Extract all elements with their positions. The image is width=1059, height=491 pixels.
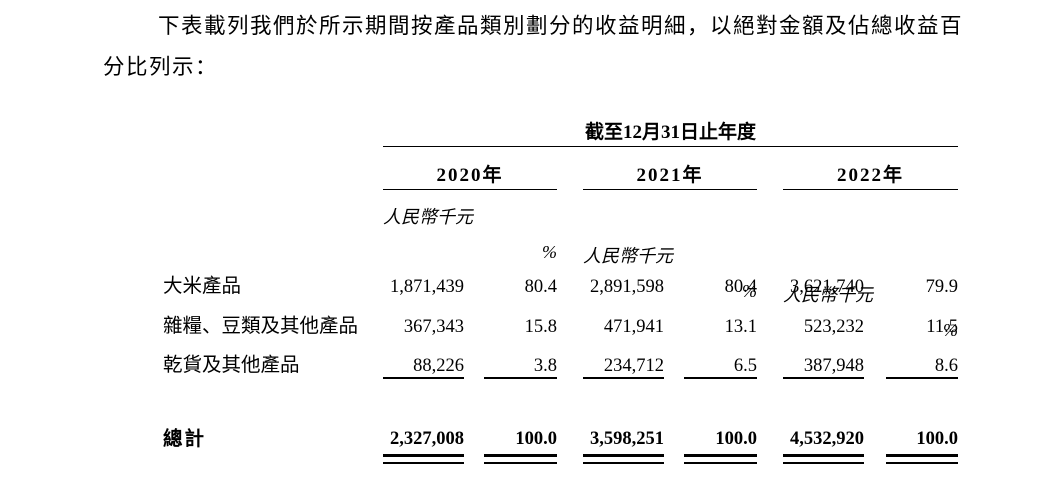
- cell-2022-pct: 11.5: [926, 317, 958, 337]
- rule-segment: [684, 457, 757, 464]
- row-label: 乾貨及其他產品: [163, 355, 300, 376]
- table-row-total: 總計 2,327,008 100.0 3,598,251 100.0 4,532…: [163, 429, 958, 457]
- row-label: 雜糧、豆類及其他產品: [163, 316, 359, 337]
- year-header-row: 2020年 2021年 2022年: [163, 147, 958, 190]
- cell-2021-pct: 6.5: [684, 355, 757, 379]
- subheader-amount-2022: 人民幣千元: [783, 285, 873, 305]
- rule-segment: [383, 457, 464, 464]
- cell-2020-pct: 80.4: [524, 277, 557, 297]
- span-header: 截至12月31日止年度: [383, 112, 958, 147]
- rule-segment: [583, 457, 664, 464]
- total-2021-pct: 100.0: [684, 429, 757, 457]
- total-double-rule-row: [163, 457, 958, 464]
- cell-2021-pct: 80.4: [724, 277, 757, 297]
- rule-segment: [484, 457, 557, 464]
- cell-2020-pct: 15.8: [524, 317, 557, 337]
- total-label: 總計: [163, 429, 207, 450]
- subheader-amount-2021: 人民幣千元: [583, 246, 673, 266]
- subheader-percent-2021: %: [742, 281, 757, 301]
- intro-paragraph: 下表載列我們於所示期間按產品類別劃分的收益明細，以絕對金額及佔總收益百分比列示：: [103, 14, 964, 79]
- cell-2022-amount: 3,621,740: [790, 277, 864, 297]
- cell-2021-amount: 2,891,598: [590, 277, 664, 297]
- rule-segment: [783, 457, 864, 464]
- cell-2022-pct: 8.6: [886, 355, 958, 379]
- subheader-amount-2020: 人民幣千元: [383, 207, 473, 227]
- cell-2021-amount: 471,941: [603, 317, 664, 337]
- subheader-row: 人民幣千元 % 人民幣千元 % 人民幣千元 %: [163, 190, 958, 340]
- year-header-2020: 2020年: [383, 147, 557, 190]
- total-2022-pct: 100.0: [886, 429, 958, 457]
- cell-2020-amount: 1,871,439: [390, 277, 464, 297]
- total-2020-pct: 100.0: [484, 429, 557, 457]
- subheader-percent-2020: %: [542, 242, 557, 262]
- year-header-2022: 2022年: [783, 147, 958, 190]
- cell-2020-amount: 367,343: [403, 317, 464, 337]
- year-header-2021: 2021年: [583, 147, 757, 190]
- spacer-row: [163, 377, 958, 429]
- table-row-grains-beans-other: 雜糧、豆類及其他產品 367,343 15.8 471,941 13.1 523…: [163, 316, 958, 355]
- revenue-table: 截至12月31日止年度 2020年 2021年 2022年 人民幣千元 % 人民…: [163, 112, 958, 464]
- cell-2020-pct: 3.8: [484, 355, 557, 379]
- rule-segment: [886, 457, 958, 464]
- cell-2021-amount: 234,712: [583, 355, 664, 379]
- total-2021-amount: 3,598,251: [583, 429, 664, 457]
- total-2020-amount: 2,327,008: [383, 429, 464, 457]
- cell-2021-pct: 13.1: [724, 317, 757, 337]
- cell-2022-pct: 79.9: [925, 277, 958, 297]
- row-label: 大米產品: [163, 276, 242, 297]
- cell-2022-amount: 523,232: [803, 317, 864, 337]
- cell-2020-amount: 88,226: [383, 355, 464, 379]
- subheader-percent-2022: %: [943, 320, 958, 340]
- table-span-header-row: 截至12月31日止年度: [163, 112, 958, 147]
- table-row-rice-products: 大米產品 1,871,439 80.4 2,891,598 80.4 3,621…: [163, 276, 958, 316]
- cell-2022-amount: 387,948: [783, 355, 864, 379]
- table-row-dried-goods-other: 乾貨及其他產品 88,226 3.8 234,712 6.5 387,948 8…: [163, 355, 958, 379]
- total-2022-amount: 4,532,920: [783, 429, 864, 457]
